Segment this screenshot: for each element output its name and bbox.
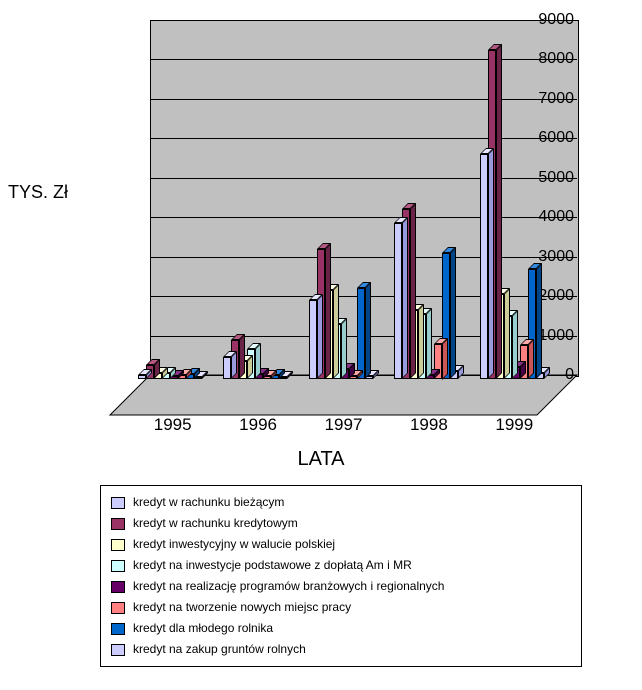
y-gridline xyxy=(150,99,577,100)
y-gridline xyxy=(150,59,577,60)
page-root: TYS. Zł 01000200030004000500060007000800… xyxy=(0,0,642,690)
legend-label: kredyt na zakup gruntów rolnych xyxy=(133,639,306,660)
chart-bar xyxy=(309,300,317,379)
legend-item: kredyt dla młodego rolnika xyxy=(111,618,571,639)
legend-label: kredyt dla młodego rolnika xyxy=(133,618,273,639)
legend-item: kredyt na zakup gruntów rolnych xyxy=(111,639,571,660)
legend-label: kredyt w rachunku kredytowym xyxy=(133,513,298,534)
chart-legend: kredyt w rachunku bieżącymkredyt w rachu… xyxy=(100,485,582,667)
legend-item: kredyt inwestycyjny w walucie polskiej xyxy=(111,534,571,555)
legend-swatch xyxy=(111,560,125,572)
x-axis-label: LATA xyxy=(0,448,642,471)
y-gridline xyxy=(150,138,577,139)
x-tick-label: 1996 xyxy=(218,415,298,435)
x-tick-label: 1995 xyxy=(133,415,213,435)
chart-plot-area: 0100020003000400050006000700080009000199… xyxy=(110,20,620,415)
chart-bar xyxy=(357,288,365,379)
y-gridline xyxy=(150,20,577,21)
y-tick-label: 6000 xyxy=(514,129,574,147)
chart-bar xyxy=(194,377,202,379)
y-gridline xyxy=(150,217,577,218)
legend-label: kredyt na realizację programów branżowyc… xyxy=(133,576,444,597)
legend-swatch xyxy=(111,602,125,614)
chart-bar xyxy=(223,357,231,379)
chart-bar xyxy=(138,375,146,379)
y-tick-label: 8000 xyxy=(514,50,574,68)
legend-label: kredyt inwestycyjny w walucie polskiej xyxy=(133,534,335,555)
legend-label: kredyt w rachunku bieżącym xyxy=(133,492,284,513)
x-tick-label: 1998 xyxy=(389,415,469,435)
legend-swatch xyxy=(111,623,125,635)
legend-item: kredyt na inwestycje podstawowe z dopłat… xyxy=(111,555,571,576)
y-axis-label: TYS. Zł xyxy=(8,182,68,203)
chart-bar xyxy=(480,154,488,379)
y-tick-label: 7000 xyxy=(514,90,574,108)
legend-swatch xyxy=(111,581,125,593)
chart-bar xyxy=(394,223,402,379)
legend-label: kredyt na tworzenie nowych miejsc pracy xyxy=(133,597,351,618)
x-tick-label: 1997 xyxy=(304,415,384,435)
legend-item: kredyt w rachunku bieżącym xyxy=(111,492,571,513)
legend-swatch xyxy=(111,539,125,551)
y-tick-label: 4000 xyxy=(514,208,574,226)
y-gridline xyxy=(150,257,577,258)
legend-label: kredyt na inwestycje podstawowe z dopłat… xyxy=(133,555,412,576)
y-tick-label: 2000 xyxy=(514,287,574,305)
y-tick-label: 3000 xyxy=(514,248,574,266)
x-tick-label: 1999 xyxy=(474,415,554,435)
legend-swatch xyxy=(111,518,125,530)
legend-item: kredyt na tworzenie nowych miejsc pracy xyxy=(111,597,571,618)
legend-swatch xyxy=(111,497,125,509)
y-tick-label: 5000 xyxy=(514,169,574,187)
y-gridline xyxy=(150,178,577,179)
legend-item: kredyt na realizację programów branżowyc… xyxy=(111,576,571,597)
legend-swatch xyxy=(111,644,125,656)
y-tick-label: 9000 xyxy=(514,11,574,29)
legend-item: kredyt w rachunku kredytowym xyxy=(111,513,571,534)
